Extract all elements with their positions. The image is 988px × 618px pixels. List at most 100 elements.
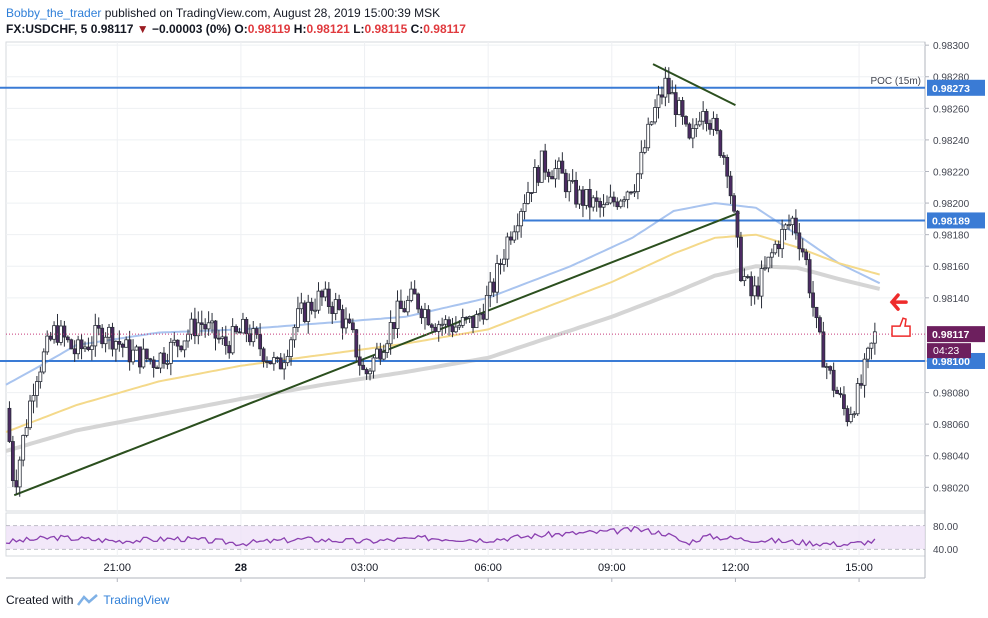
candle-up — [697, 120, 702, 126]
candle-up — [763, 267, 767, 270]
candle-down — [660, 94, 664, 98]
candle-up — [790, 217, 795, 226]
candle-up — [89, 345, 94, 350]
candle-down — [69, 339, 74, 350]
candle-down — [587, 188, 592, 208]
candle-down — [120, 343, 125, 348]
candle-down — [330, 306, 335, 314]
candle-down — [598, 201, 603, 208]
candle-up — [45, 335, 50, 353]
candle-up — [141, 348, 146, 368]
candle-up — [28, 400, 32, 429]
candle-down — [447, 319, 451, 327]
candle-up — [282, 362, 287, 370]
candle-up — [113, 341, 118, 350]
candle-down — [155, 367, 160, 369]
candle-up — [605, 202, 609, 206]
candle-up — [38, 371, 43, 383]
candle-down — [594, 197, 599, 202]
candle-down — [429, 324, 434, 328]
candle-down — [725, 156, 730, 177]
candle-down — [203, 324, 208, 330]
candle-up — [474, 314, 479, 328]
candle-up — [186, 333, 190, 342]
candle-up — [622, 199, 627, 202]
candle-down — [684, 116, 688, 125]
candle-up — [742, 276, 747, 282]
open-label: O: — [234, 22, 248, 36]
candle-up — [333, 299, 338, 314]
candle-up — [17, 459, 22, 488]
trendline — [652, 63, 736, 107]
x-tick-label: 21:00 — [104, 562, 132, 574]
down-triangle-icon: ▼ — [136, 22, 149, 36]
candle-up — [484, 294, 489, 320]
candle-down — [48, 335, 53, 340]
y-tick-label: 0.98280 — [933, 73, 970, 84]
y-tick-label: 0.98040 — [933, 452, 970, 463]
candle-down — [704, 111, 709, 124]
author-link[interactable]: Bobby_the_trader — [6, 6, 102, 20]
candle-down — [179, 345, 184, 351]
candle-up — [766, 256, 771, 269]
candle-up — [41, 351, 46, 373]
candle-down — [62, 325, 67, 338]
candle-down — [65, 336, 70, 341]
candle-up — [601, 204, 606, 208]
candle-down — [320, 290, 324, 298]
candle-down — [629, 191, 633, 194]
candle-down — [498, 263, 503, 265]
y-tick-label: 0.98020 — [933, 483, 970, 494]
candle-down — [714, 117, 719, 132]
symbol-label: FX:USDCHF, 5 — [6, 22, 88, 36]
candle-up — [639, 151, 644, 175]
candle-down — [450, 325, 455, 333]
candle-down — [735, 210, 740, 238]
candle-down — [302, 302, 307, 322]
candle-down — [797, 232, 802, 250]
candle-up — [570, 179, 575, 182]
candle-up — [467, 316, 472, 319]
candle-up — [289, 339, 293, 357]
candle-down — [110, 326, 115, 350]
candle-down — [402, 308, 407, 313]
candle-down — [838, 393, 843, 396]
candle-up — [855, 383, 860, 415]
tradingview-link[interactable]: TradingView — [103, 593, 170, 607]
candle-down — [337, 299, 342, 310]
x-tick-label: 06:00 — [474, 562, 502, 574]
price-chart[interactable]: 0.98300 0.98280 0.98260 0.98240 0.98220 0.982… — [0, 0, 988, 590]
candle-up — [371, 357, 376, 372]
x-tick-label: 03:00 — [351, 562, 379, 574]
x-tick-label: 09:00 — [598, 562, 626, 574]
candle-down — [508, 236, 513, 241]
candle-up — [83, 346, 87, 350]
open-value: 0.98119 — [247, 22, 291, 36]
candle-down — [247, 333, 252, 343]
candle-down — [79, 339, 84, 350]
candle-down — [199, 322, 204, 325]
candle-down — [828, 366, 833, 371]
candle-down — [581, 189, 585, 206]
candle-up — [103, 336, 108, 345]
candle-up — [21, 435, 26, 461]
candle-up — [663, 77, 668, 98]
y-tick-label: 0.98080 — [933, 389, 970, 400]
candle-up — [522, 202, 527, 212]
candle-up — [752, 285, 757, 297]
y-tick-label: 0.98300 — [933, 41, 970, 52]
candle-up — [31, 395, 36, 402]
candle-up — [869, 342, 874, 349]
candle-up — [344, 318, 348, 329]
candle-up — [409, 288, 414, 301]
candle-down — [162, 352, 166, 364]
candle-down — [278, 357, 283, 370]
moving-average-line-3 — [5, 264, 881, 453]
y-tick-label: 0.98220 — [933, 167, 970, 178]
ohlc-row: FX:USDCHF, 5 0.98117 ▼ −0.00003 (0%) O:0… — [6, 21, 466, 37]
candle-down — [550, 176, 554, 180]
candle-up — [134, 346, 139, 351]
candle-down — [175, 339, 180, 347]
candle-down — [800, 248, 805, 253]
candle-up — [584, 188, 589, 206]
